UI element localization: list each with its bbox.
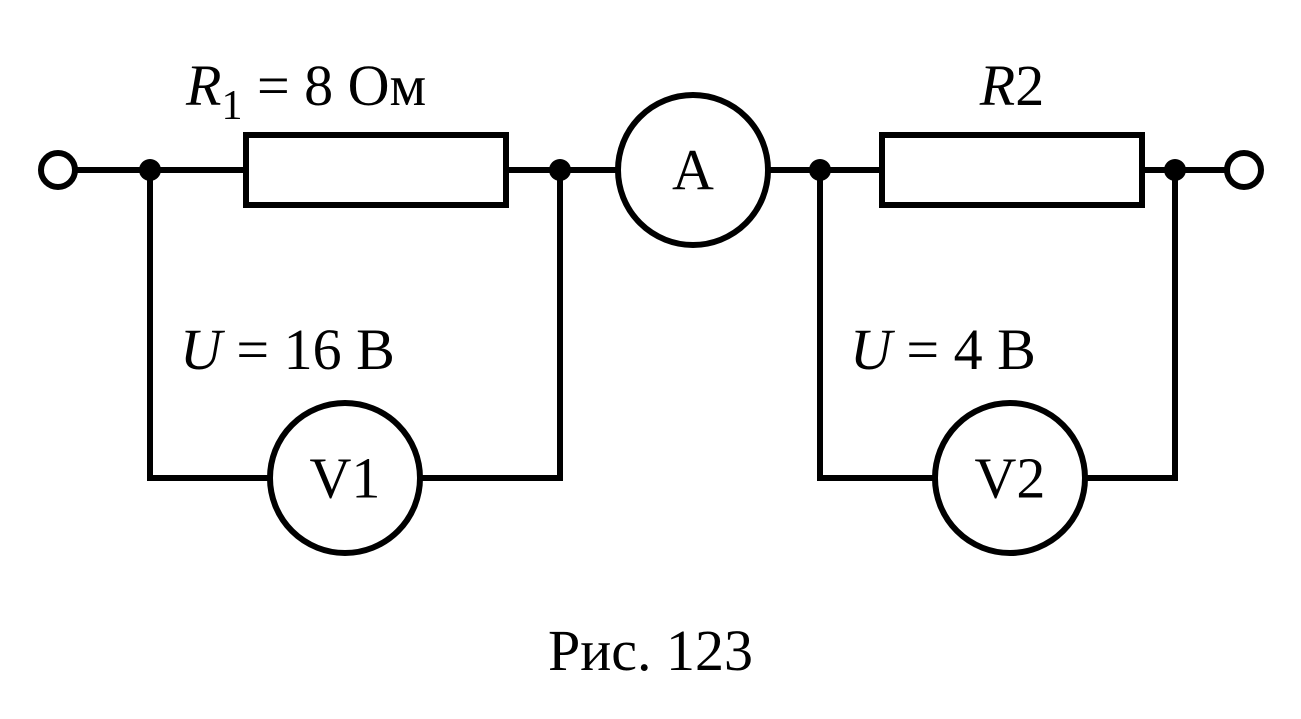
terminal-left (41, 153, 75, 187)
node-v2-right (1164, 159, 1186, 181)
resistor-R2 (882, 135, 1142, 205)
terminal-right (1227, 153, 1261, 187)
label-R1: R1 = 8 Ом (185, 53, 426, 129)
node-v1-right (549, 159, 571, 181)
label-U2: U = 4 В (850, 317, 1036, 382)
label-R2: R2 (979, 53, 1044, 118)
ammeter-A-label: A (672, 138, 714, 203)
figure-caption: Рис. 123 (548, 618, 753, 683)
circuit-diagram: A V1 V2 R1 = 8 Ом R2 U = 16 В U = 4 В Рис. 123 (0, 0, 1301, 719)
resistor-R1 (246, 135, 506, 205)
node-v1-left (139, 159, 161, 181)
voltmeter-V1-label: V1 (310, 446, 381, 511)
label-U1: U = 16 В (180, 317, 395, 382)
node-v2-left (809, 159, 831, 181)
voltmeter-V2-label: V2 (975, 446, 1046, 511)
